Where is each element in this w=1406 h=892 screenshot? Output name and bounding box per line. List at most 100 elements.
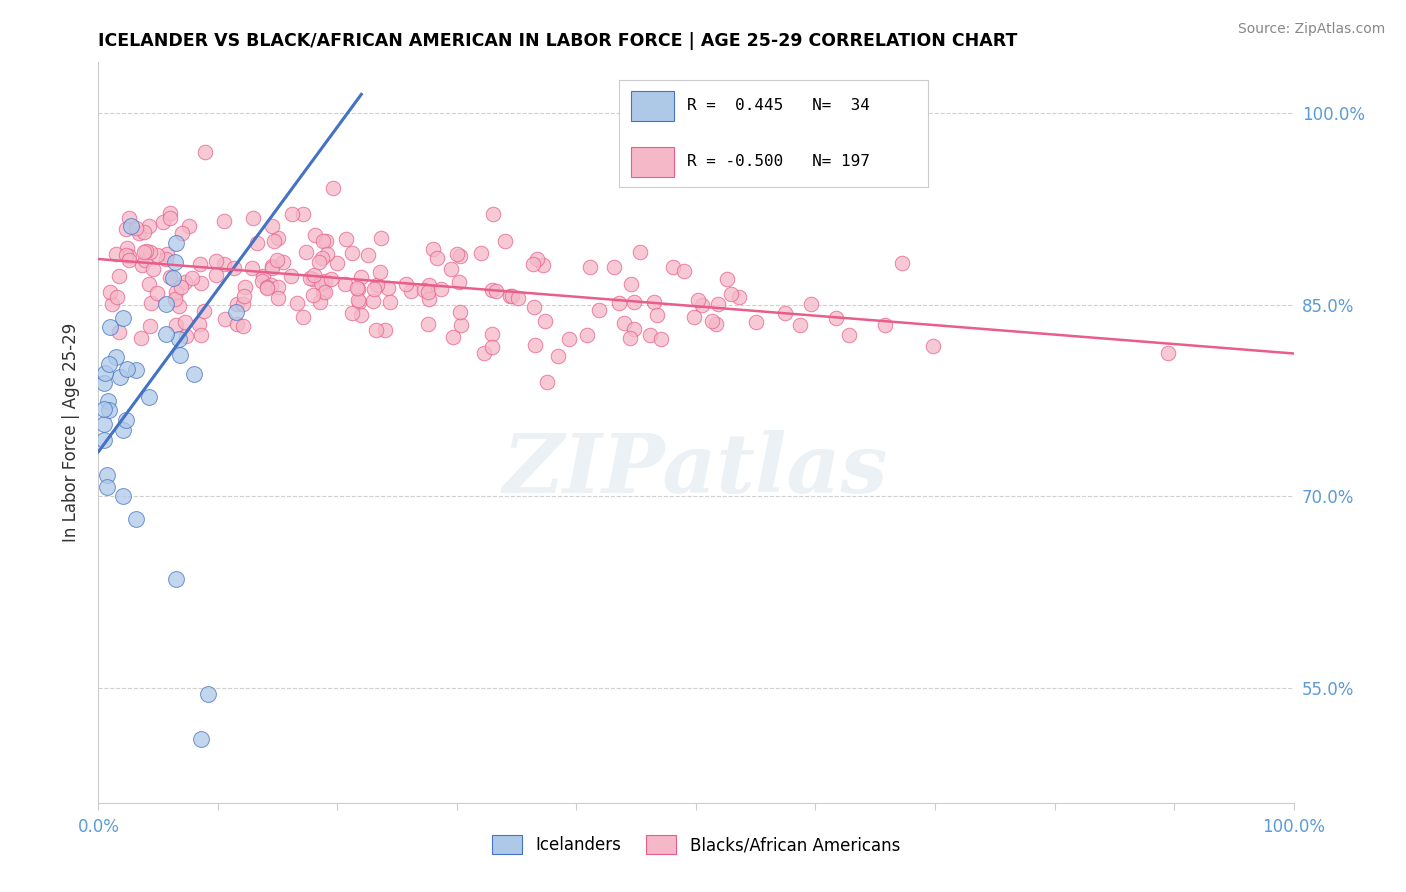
Point: [105, 351, 128, 365]
Text: ZIPatlas: ZIPatlas: [503, 430, 889, 509]
Point: [115, 412, 138, 426]
Point: [399, 285, 422, 299]
Text: R =  0.445   N=  34: R = 0.445 N= 34: [686, 98, 869, 113]
Point: [98, 357, 121, 371]
Point: [98, 285, 121, 299]
Point: [716, 272, 738, 286]
Point: [225, 296, 247, 310]
Point: [638, 328, 661, 343]
Point: [576, 328, 599, 343]
Point: [159, 270, 181, 285]
Point: [377, 281, 399, 295]
Point: [326, 256, 349, 270]
Point: [98, 319, 121, 334]
Point: [212, 257, 235, 271]
Point: [128, 226, 150, 240]
Point: [470, 246, 492, 260]
Point: [413, 283, 436, 297]
Point: [174, 315, 197, 329]
Point: [280, 268, 302, 283]
Point: [165, 254, 187, 268]
Point: [891, 256, 914, 270]
Point: [169, 280, 191, 294]
Point: [125, 512, 148, 526]
Point: [291, 207, 314, 221]
Point: [111, 423, 134, 437]
Point: [115, 248, 138, 262]
Point: [603, 260, 626, 275]
Point: [700, 314, 723, 328]
Point: [115, 241, 138, 255]
Point: [302, 288, 325, 302]
Point: [131, 258, 153, 272]
Point: [156, 247, 179, 261]
Point: [107, 268, 129, 283]
Point: [132, 225, 155, 239]
Point: [141, 296, 163, 310]
Point: [233, 279, 256, 293]
Point: [120, 219, 142, 233]
Point: [262, 219, 284, 233]
Point: [366, 277, 388, 292]
Point: [335, 232, 357, 246]
Point: [190, 277, 212, 291]
Point: [155, 327, 177, 342]
Point: [350, 309, 373, 323]
Point: [322, 181, 344, 195]
Point: [446, 247, 468, 261]
Point: [93, 376, 115, 390]
Point: [246, 235, 269, 250]
Point: [118, 253, 141, 268]
Point: [308, 295, 330, 310]
Point: [93, 402, 115, 417]
Point: [690, 298, 713, 312]
Point: [233, 288, 256, 302]
Point: [312, 285, 335, 300]
Point: [314, 285, 336, 299]
Point: [682, 310, 704, 325]
Point: [159, 211, 181, 226]
Point: [299, 271, 322, 285]
Point: [205, 254, 228, 268]
Point: [523, 338, 546, 352]
Point: [366, 323, 388, 337]
Point: [240, 261, 263, 276]
Point: [260, 277, 283, 292]
Point: [294, 244, 316, 259]
Text: R = -0.500   N= 197: R = -0.500 N= 197: [686, 154, 869, 169]
Point: [481, 326, 503, 341]
Point: [921, 339, 943, 353]
Point: [312, 234, 335, 248]
Point: [449, 250, 471, 264]
Point: [309, 276, 332, 290]
Point: [662, 260, 685, 274]
Point: [263, 234, 285, 248]
Point: [167, 299, 190, 313]
Point: [474, 346, 496, 360]
Y-axis label: In Labor Force | Age 25-29: In Labor Force | Age 25-29: [62, 323, 80, 542]
Point: [319, 272, 342, 286]
Point: [291, 310, 314, 325]
Point: [347, 294, 370, 309]
Point: [125, 221, 148, 235]
Point: [165, 573, 187, 587]
Point: [314, 274, 336, 288]
Point: [672, 264, 695, 278]
Point: [643, 295, 665, 310]
Point: [340, 246, 363, 260]
Point: [266, 280, 288, 294]
Point: [260, 259, 283, 273]
Point: [304, 227, 326, 242]
Point: [271, 254, 294, 268]
Point: [579, 260, 602, 274]
Point: [159, 206, 181, 220]
Point: [105, 290, 128, 304]
Point: [619, 330, 641, 344]
Point: [139, 318, 162, 333]
Point: [204, 268, 226, 283]
Point: [285, 296, 308, 310]
Point: [108, 369, 131, 384]
Point: [380, 295, 402, 310]
Point: [773, 306, 796, 320]
Point: [197, 687, 219, 701]
